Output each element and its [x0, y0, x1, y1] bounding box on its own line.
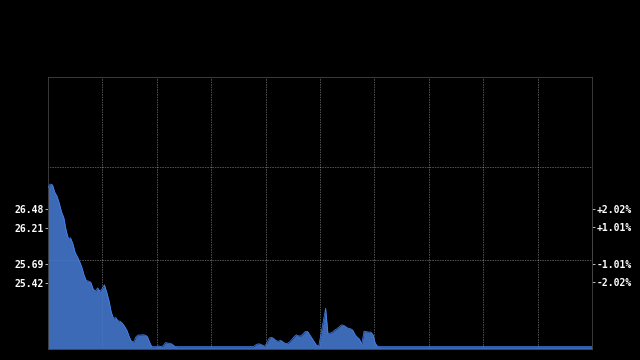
Text: sina.com: sina.com — [518, 272, 559, 281]
